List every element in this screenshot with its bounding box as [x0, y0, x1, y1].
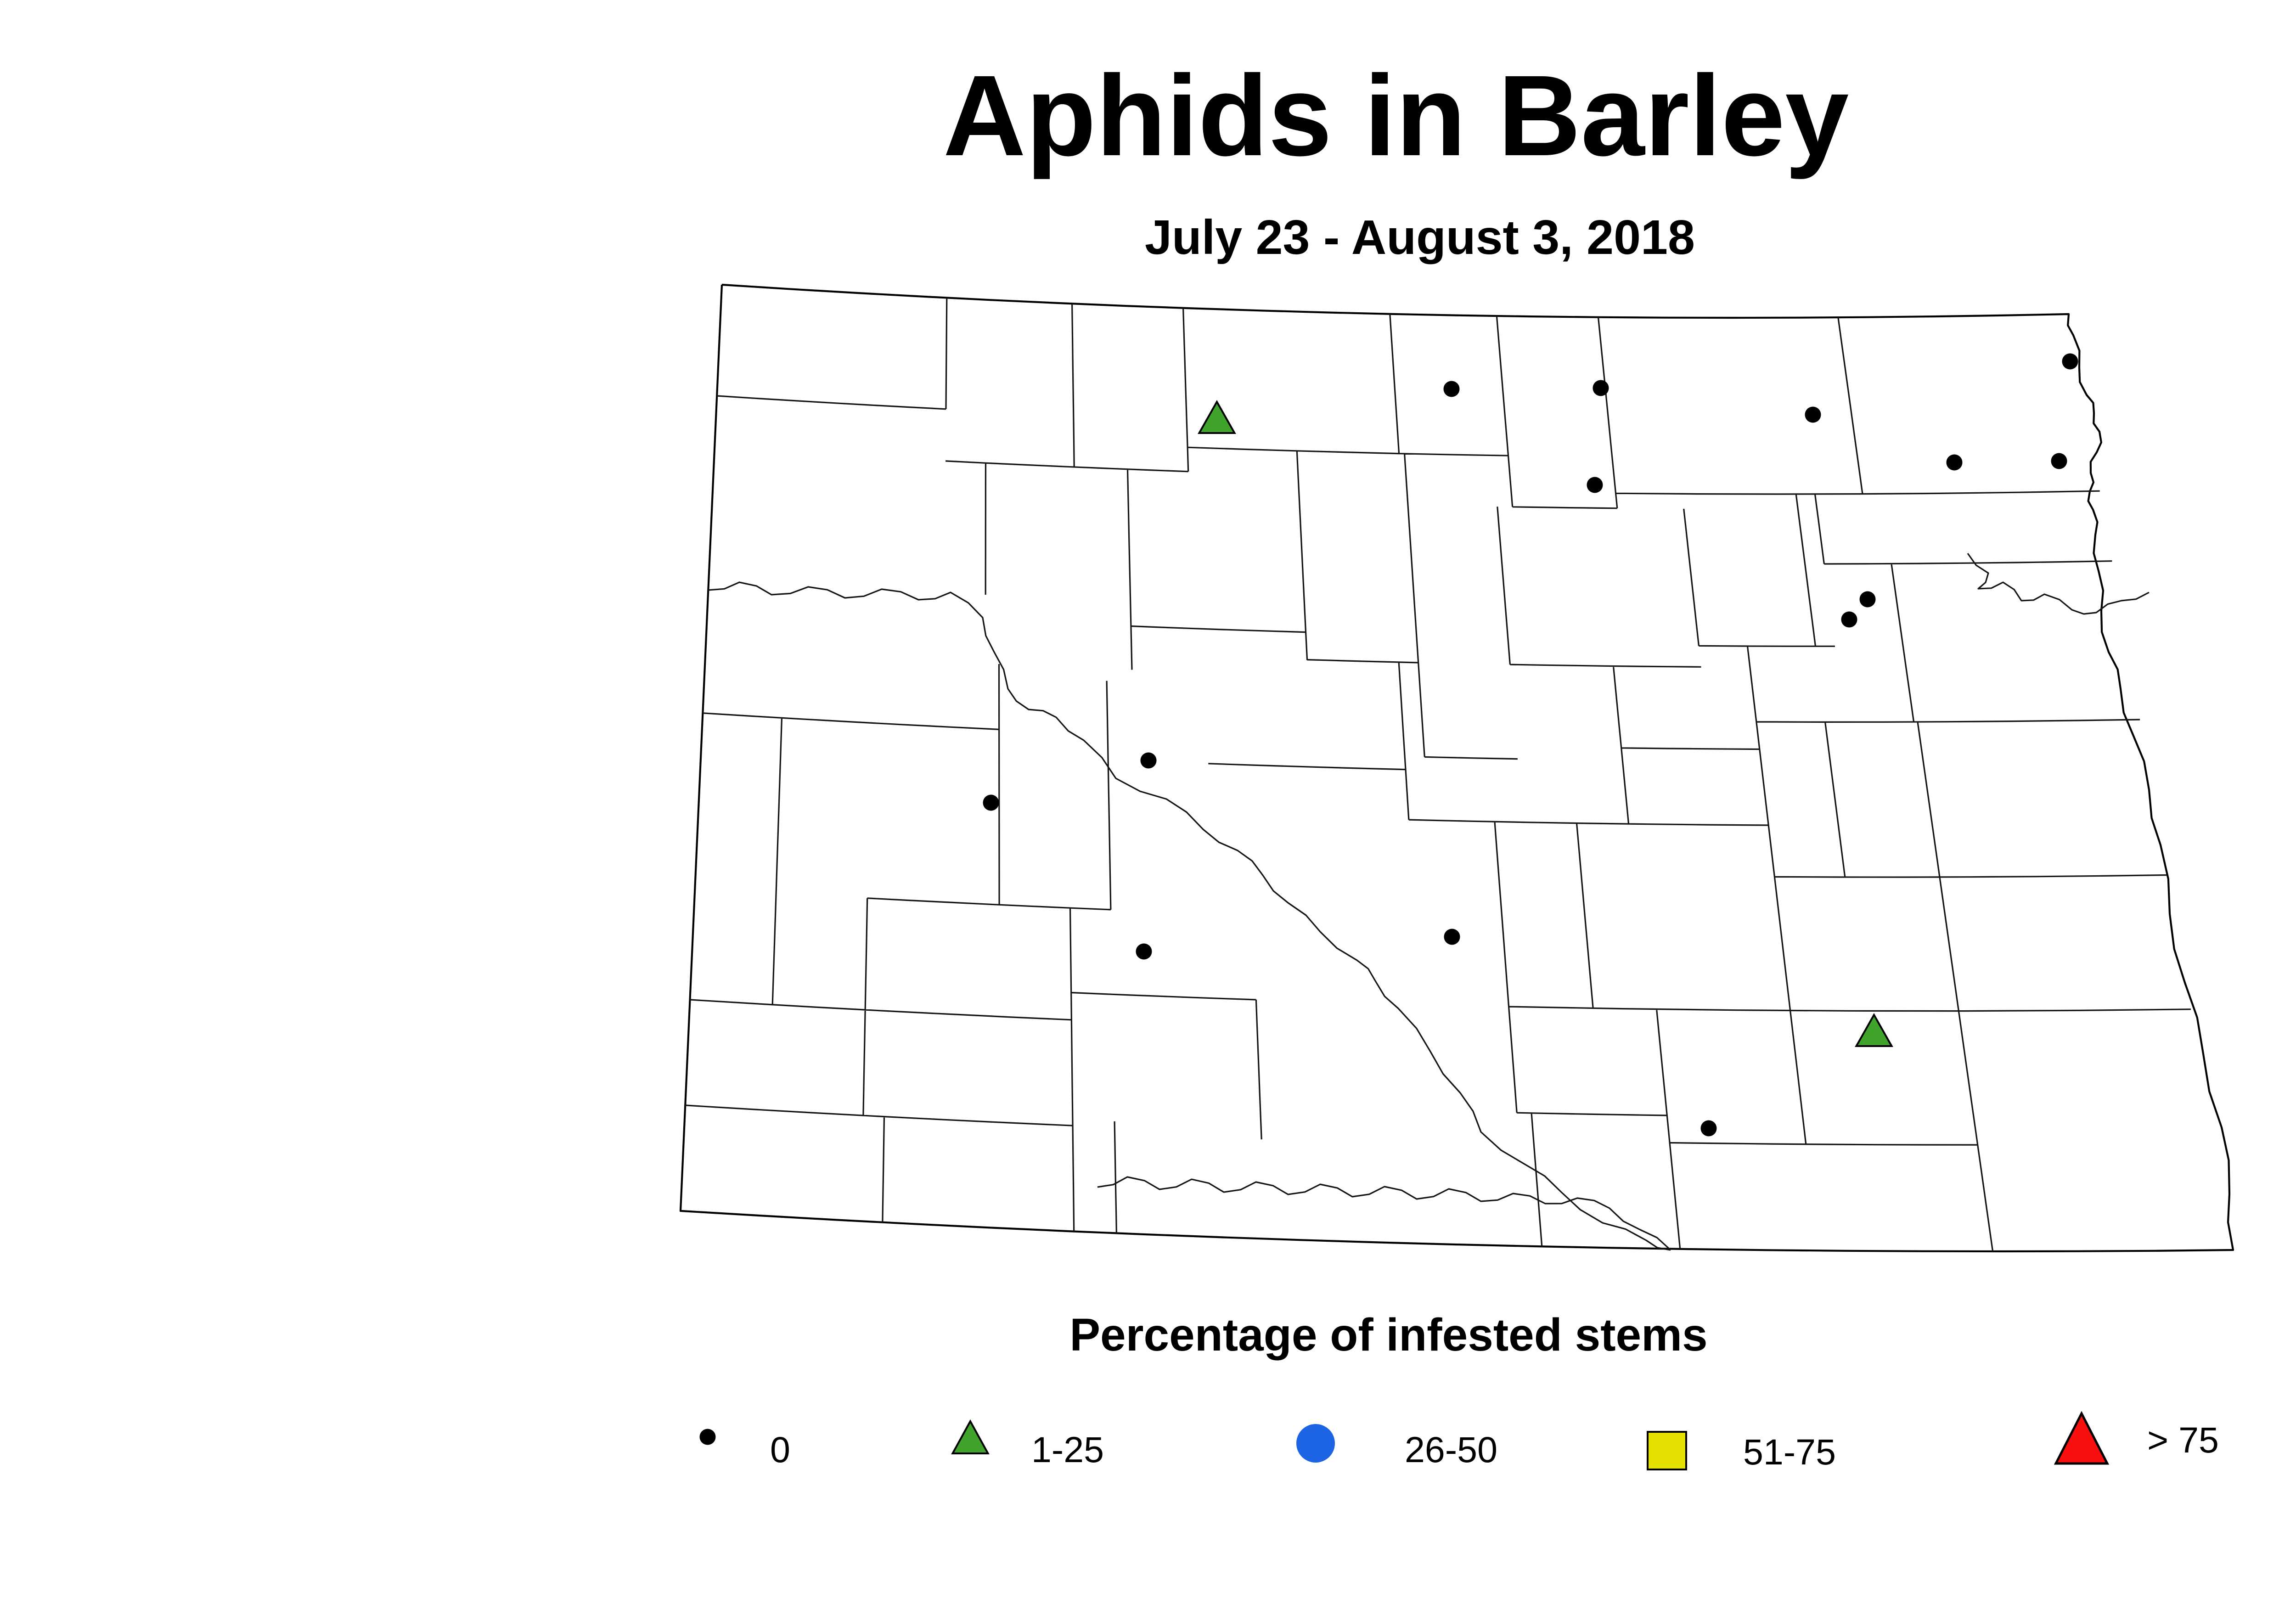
map-point-dot [2062, 353, 2078, 370]
map-point-dot [1841, 611, 1857, 628]
map-point-dot [1946, 454, 1963, 471]
legend-symbols [699, 1411, 2110, 1470]
map-point-dot [2051, 453, 2067, 469]
river-lines [708, 553, 2150, 1251]
legend-label-1-25: 1-25 [1031, 1429, 1104, 1470]
legend-blue-circle-icon [1296, 1424, 1335, 1463]
legend-yellow-square-icon [1647, 1431, 1687, 1470]
data-points [983, 353, 2078, 1137]
map-point-dot [1587, 477, 1603, 493]
map-point-dot [1593, 380, 1609, 396]
map-point-dot [1805, 406, 1821, 423]
page-subtitle: July 23 - August 3, 2018 [1145, 210, 1695, 265]
legend-label-gt-75: > 75 [2147, 1419, 2219, 1460]
page-title: Aphids in Barley [943, 51, 1849, 180]
state-border [679, 283, 2234, 1253]
legend-label-51-75: 51-75 [1743, 1431, 1836, 1472]
map-point-dot [1140, 752, 1157, 769]
map-point-dot [983, 794, 999, 811]
legend-label-0: 0 [770, 1429, 790, 1470]
legend-red-triangle-icon [2054, 1411, 2110, 1465]
map-point-dot [1700, 1120, 1717, 1137]
map-point-dot [1136, 943, 1152, 960]
map-point-dot [1444, 929, 1460, 945]
legend-green-triangle-icon [951, 1419, 990, 1454]
county-lines [685, 298, 2191, 1252]
legend-dot-icon [699, 1429, 716, 1445]
legend-title: Percentage of infested stems [1069, 1309, 1708, 1361]
map-point-triangle [1198, 400, 1236, 434]
map-point-dot [1859, 591, 1876, 608]
legend-label-26-50: 26-50 [1405, 1429, 1498, 1470]
map-point-dot [1443, 381, 1460, 397]
map-point-triangle [1855, 1013, 1893, 1047]
